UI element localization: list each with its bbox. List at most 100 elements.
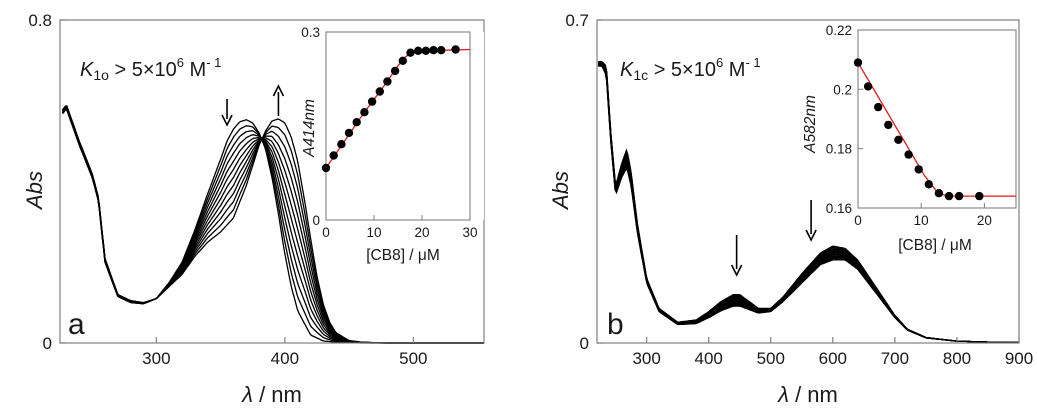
y-tick-label: 0 [580,334,589,353]
panel-letter-a: a [68,308,85,341]
inset-data-point [321,163,331,173]
inset-x-tick-label: 0 [322,225,330,240]
y-tick-label: 0 [43,334,52,353]
inset-y-tick-label: 0.3 [301,25,320,40]
inset-y-tick-label: 0.18 [826,142,852,157]
inset-data-point [884,120,893,130]
inset-data-point [352,118,361,127]
inset-data-point [329,151,338,160]
annotation-arrows-a [221,84,285,127]
inset-data-point [360,108,369,117]
y-tick-label: 0.8 [28,11,52,30]
x-tick-label: 700 [881,349,909,368]
x-axis-title-a: λ / nm [241,382,302,407]
inset-y-tick-label: 0 [312,213,320,228]
k-value-a: K1o > 5×106 M- 1 [80,55,221,83]
inset-data-point [344,128,354,138]
inset-frame-b [857,29,1017,209]
inset-ticks-b: 0 10 20 0.16 0.18 0.2 0.22 [826,23,992,228]
inset-data-point [894,135,903,144]
lambda-symbol: λ [241,382,253,407]
inset-y-title-a: A414nm [301,99,318,158]
spectra-curves-b [598,60,1019,344]
inset-y-tick-label: 0.16 [826,201,852,216]
x-unit: / nm [789,382,838,407]
arrow-head [272,84,285,97]
annotation-arrows-b [730,200,817,277]
inset-data-point [406,48,415,57]
inset-x-tick-label: 20 [977,213,992,228]
arrow-head [221,114,233,127]
inset-data-point [367,97,377,106]
inset-points-a [321,45,460,173]
k-exp: 6 [716,55,723,70]
x-tick-label: 300 [632,349,660,368]
inset-x-tick-label: 10 [914,213,929,228]
k-unit-exp: - 1 [206,55,221,70]
k-unit-exp: - 1 [745,55,760,70]
k-rest: > 5×10 [648,59,716,81]
inset-plot-a: 0 10 20 30 0 0.3 A414nm [CB8] / μM [301,25,484,264]
inset-background-b [858,30,1016,208]
inset-x-title-a: [CB8] / μM [366,247,440,264]
inset-data-point [874,102,883,112]
inset-y-title-b: A582nm [802,95,819,154]
k-symbol: K [620,59,635,81]
inset-data-point [934,189,944,198]
inset-data-point [429,46,438,55]
inset-x-tick-label: 20 [414,225,429,240]
inset-x-tick-label: 30 [462,225,477,240]
k-rest: > 5×10 [109,59,177,81]
inset-data-point [954,191,964,201]
x-tick-label: 500 [399,349,427,368]
inset-data-point [975,191,984,201]
spectrum-curve [598,65,1019,344]
axis-ticks-b: 300 400 500 600 700 800 900 0 0.7 [565,11,1033,368]
inset-y-tick-label: 0.2 [833,82,852,97]
panel-b: 300 400 500 600 700 800 900 0 0.7 K1c > 5×106 M-… [548,11,1033,407]
x-tick-label: 400 [271,349,299,368]
inset-points-b [853,58,984,201]
x-tick-label: 900 [1005,349,1033,368]
x-unit: / nm [253,382,302,407]
k-value-b: K1c > 5×106 M- 1 [620,55,761,83]
k-unit: M [184,59,206,81]
inset-ticks-a: 0 10 20 30 0 0.3 [301,25,477,240]
y-axis-title-b: Abs [548,171,573,211]
inset-x-tick-label: 10 [366,225,381,240]
x-tick-label: 500 [757,349,785,368]
inset-data-point [437,46,446,55]
inset-data-point [421,46,430,55]
inset-data-point [337,140,346,149]
inset-frame-a [325,31,471,221]
arrow-head [730,264,743,277]
inset-plot-b: 0 10 20 0.16 0.18 0.2 0.22 A582nm [CB8] / μM [802,23,1017,254]
panel-letter-b: b [607,308,624,341]
y-tick-label: 0.7 [565,11,589,30]
k-sub: 1o [93,67,109,83]
inset-data-point [398,56,407,65]
inset-data-point [390,66,400,76]
inset-x-title-b: [CB8] / μM [898,237,972,254]
inset-data-point [924,180,933,189]
x-axis-title-b: λ / nm [777,382,838,407]
k-sub: 1c [633,67,648,83]
inset-x-tick-label: 0 [854,213,862,228]
inset-data-point [414,46,423,55]
plot-frame-b [596,19,1020,344]
k-unit: M [723,59,745,81]
y-axis-title-a: Abs [22,171,47,211]
x-tick-label: 800 [943,349,971,368]
axis-ticks-a: 300 400 500 0 0.8 [28,11,427,368]
inset-data-point [451,45,460,54]
arrow-head [805,229,817,242]
inset-data-point [853,58,863,67]
x-tick-label: 300 [142,349,170,368]
inset-data-point [863,82,873,91]
k-exp: 6 [177,55,184,70]
inset-data-point [904,150,913,159]
inset-data-point [375,87,384,96]
inset-data-point [944,191,954,201]
